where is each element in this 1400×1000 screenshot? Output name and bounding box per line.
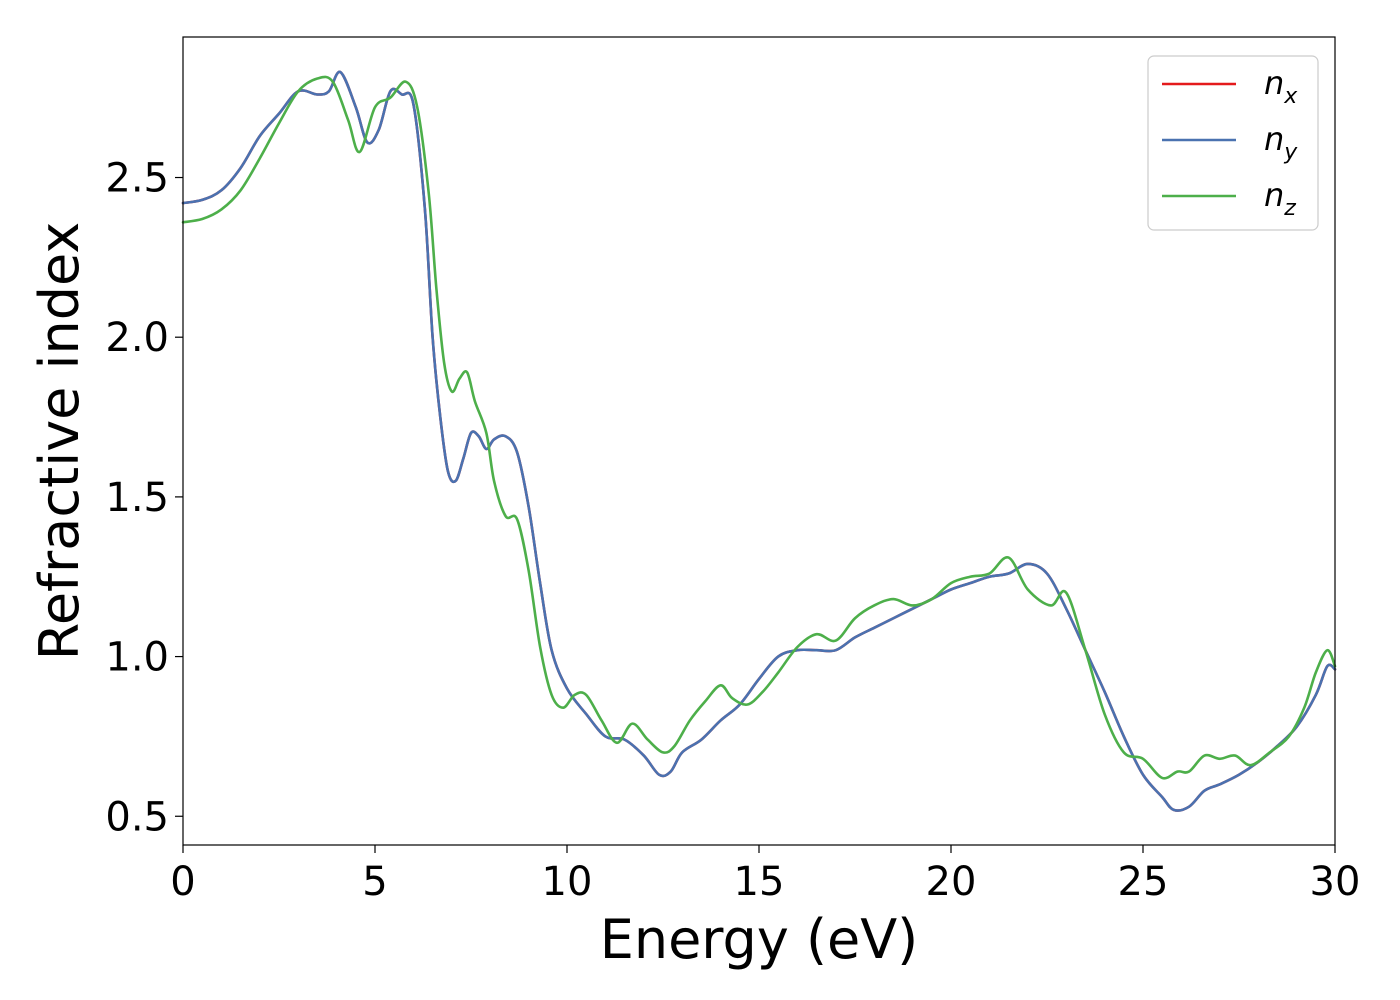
y-tick-label: 1.5 — [105, 475, 169, 521]
legend-label-n-y: ny — [1264, 120, 1298, 165]
legend-label-n-z: nz — [1264, 176, 1296, 221]
legend-label-subscript: z — [1283, 196, 1296, 221]
y-axis-label: Refractive index — [28, 222, 91, 661]
x-axis-label: Energy (eV) — [600, 908, 919, 971]
legend-label-base: n — [1264, 176, 1284, 214]
legend-label-base: n — [1264, 120, 1284, 158]
x-tick-label: 25 — [1118, 859, 1169, 905]
legend-label-subscript: y — [1283, 140, 1298, 165]
y-tick-label: 1.0 — [105, 635, 169, 681]
x-tick-label: 15 — [734, 859, 785, 905]
x-tick-label: 5 — [362, 859, 387, 905]
plot-frame — [182, 36, 1336, 846]
legend-box — [1147, 55, 1319, 231]
legend-label-subscript: x — [1283, 84, 1298, 109]
y-tick-label: 2.0 — [105, 315, 169, 361]
x-tick-label: 0 — [170, 859, 195, 905]
x-tick-label: 30 — [1310, 859, 1361, 905]
series-line-n-z — [181, 75, 1337, 780]
y-tick-label: 2.5 — [105, 156, 169, 202]
y-axis: 0.5 1.0 1.5 2.0 2.5 — [105, 156, 183, 840]
y-tick-label: 0.5 — [105, 794, 169, 840]
plot-lines — [181, 70, 1337, 812]
legend-label-n-x: nx — [1264, 64, 1298, 109]
x-axis: 0 5 10 15 20 25 30 — [170, 845, 1360, 905]
x-tick-label: 20 — [926, 859, 977, 905]
x-tick-label: 10 — [542, 859, 593, 905]
legend-label-base: n — [1264, 64, 1284, 102]
